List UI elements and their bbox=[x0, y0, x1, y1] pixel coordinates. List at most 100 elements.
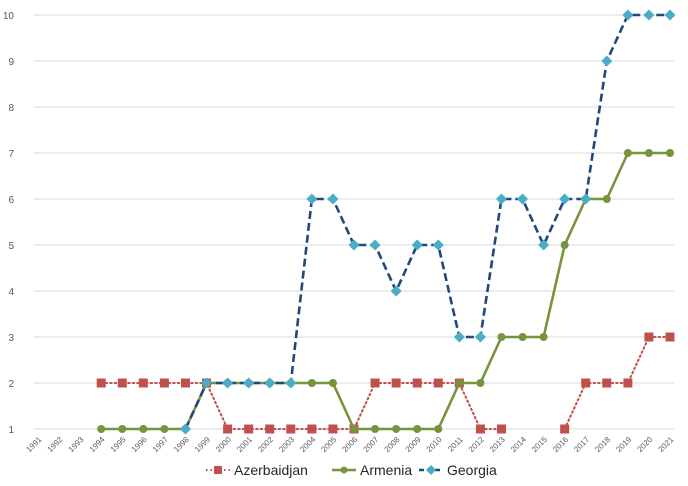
data-point-circle bbox=[434, 425, 443, 433]
data-point-circle bbox=[476, 379, 485, 387]
x-tick-label: 2000 bbox=[214, 435, 233, 454]
data-point-diamond bbox=[495, 193, 507, 205]
y-tick-label: 4 bbox=[8, 287, 14, 298]
y-tick-label: 1 bbox=[8, 425, 14, 436]
data-point-circle bbox=[413, 425, 422, 433]
data-point-diamond bbox=[622, 9, 634, 21]
y-tick-label: 5 bbox=[8, 241, 14, 252]
data-point-square bbox=[475, 424, 485, 434]
legend-marker bbox=[214, 466, 222, 474]
data-point-circle bbox=[350, 425, 358, 433]
legend-label: Armenia bbox=[360, 462, 412, 478]
data-point-square bbox=[265, 424, 275, 434]
data-point-circle bbox=[118, 425, 127, 433]
data-point-circle bbox=[560, 241, 569, 249]
data-point-square bbox=[117, 378, 127, 388]
data-point-circle bbox=[539, 333, 548, 341]
data-point-circle bbox=[97, 425, 106, 433]
x-tick-label: 1995 bbox=[109, 435, 128, 454]
x-tick-label: 2013 bbox=[488, 435, 507, 454]
data-point-square bbox=[96, 378, 106, 388]
data-point-square bbox=[644, 332, 654, 342]
data-point-diamond bbox=[369, 239, 381, 251]
data-point-diamond bbox=[411, 239, 423, 251]
x-tick-label: 2005 bbox=[319, 435, 338, 454]
x-tick-label: 2002 bbox=[256, 435, 275, 454]
legend: Azerbaidjan Armenia Georgia bbox=[206, 462, 497, 478]
data-point-square bbox=[433, 378, 443, 388]
legend-marker bbox=[340, 466, 348, 474]
x-tick-label: 2008 bbox=[383, 435, 402, 454]
data-point-diamond bbox=[222, 377, 234, 389]
series-group bbox=[96, 9, 676, 435]
x-tick-label: 1996 bbox=[130, 435, 149, 454]
data-point-square bbox=[159, 378, 169, 388]
x-axis-ticks: 1991 1992 1993 1994 1995 1996 1997 1998 1999 2000… bbox=[24, 435, 675, 454]
data-point-circle bbox=[666, 149, 674, 157]
data-point-circle bbox=[139, 425, 148, 433]
y-tick-label: 7 bbox=[8, 149, 14, 160]
x-tick-label: 2011 bbox=[446, 435, 465, 454]
data-point-square bbox=[496, 424, 506, 434]
data-point-square bbox=[370, 378, 380, 388]
y-tick-label: 2 bbox=[8, 379, 14, 390]
y-axis-ticks: 1 2 3 4 5 6 7 8 9 10 bbox=[3, 11, 15, 436]
series-azerbaidjan bbox=[96, 332, 675, 434]
x-tick-label: 1997 bbox=[151, 435, 170, 454]
data-point-square bbox=[244, 424, 254, 434]
x-tick-label: 2007 bbox=[362, 435, 381, 454]
data-point-diamond bbox=[580, 193, 592, 205]
x-tick-label: 1993 bbox=[67, 435, 86, 454]
x-tick-label: 2004 bbox=[298, 435, 317, 454]
data-point-square bbox=[412, 378, 422, 388]
x-tick-label: 2017 bbox=[572, 435, 591, 454]
data-point-diamond bbox=[243, 377, 255, 389]
data-point-square bbox=[307, 424, 317, 434]
legend-marker bbox=[426, 465, 436, 475]
x-tick-label: 1998 bbox=[172, 435, 191, 454]
data-point-diamond bbox=[538, 239, 550, 251]
data-point-circle bbox=[307, 379, 316, 387]
data-point-square bbox=[623, 378, 633, 388]
x-tick-label: 2015 bbox=[530, 435, 549, 454]
data-point-square bbox=[180, 378, 190, 388]
data-point-diamond bbox=[264, 377, 276, 389]
data-point-square bbox=[665, 332, 675, 342]
data-point-diamond bbox=[559, 193, 571, 205]
gridlines bbox=[34, 14, 674, 430]
data-point-circle bbox=[644, 149, 653, 157]
x-tick-label: 1999 bbox=[193, 435, 212, 454]
x-tick-label: 2014 bbox=[509, 435, 528, 454]
data-point-square bbox=[560, 424, 570, 434]
data-point-diamond bbox=[390, 285, 402, 297]
y-tick-label: 9 bbox=[8, 57, 14, 68]
legend-label: Georgia bbox=[447, 462, 497, 478]
y-tick-label: 8 bbox=[8, 103, 14, 114]
x-tick-label: 1991 bbox=[24, 435, 43, 454]
x-tick-label: 2006 bbox=[340, 435, 359, 454]
data-point-circle bbox=[518, 333, 527, 341]
data-point-diamond bbox=[453, 331, 465, 343]
x-tick-label: 2019 bbox=[614, 435, 633, 454]
data-point-diamond bbox=[201, 377, 213, 389]
data-point-square bbox=[602, 378, 612, 388]
data-point-diamond bbox=[643, 9, 655, 21]
data-point-circle bbox=[328, 379, 337, 387]
data-point-diamond bbox=[517, 193, 529, 205]
x-tick-label: 2001 bbox=[235, 435, 254, 454]
data-point-circle bbox=[455, 379, 464, 387]
series-georgia bbox=[179, 9, 676, 435]
x-tick-label: 2010 bbox=[425, 435, 444, 454]
data-point-diamond bbox=[327, 193, 339, 205]
data-point-square bbox=[223, 424, 233, 434]
data-point-square bbox=[138, 378, 148, 388]
data-point-diamond bbox=[664, 9, 676, 21]
y-tick-label: 6 bbox=[8, 195, 14, 206]
x-tick-label: 2018 bbox=[593, 435, 612, 454]
legend-label: Azerbaidjan bbox=[234, 462, 308, 478]
data-point-circle bbox=[371, 425, 380, 433]
data-point-circle bbox=[602, 195, 611, 203]
data-point-circle bbox=[497, 333, 506, 341]
y-tick-label: 3 bbox=[8, 333, 14, 344]
